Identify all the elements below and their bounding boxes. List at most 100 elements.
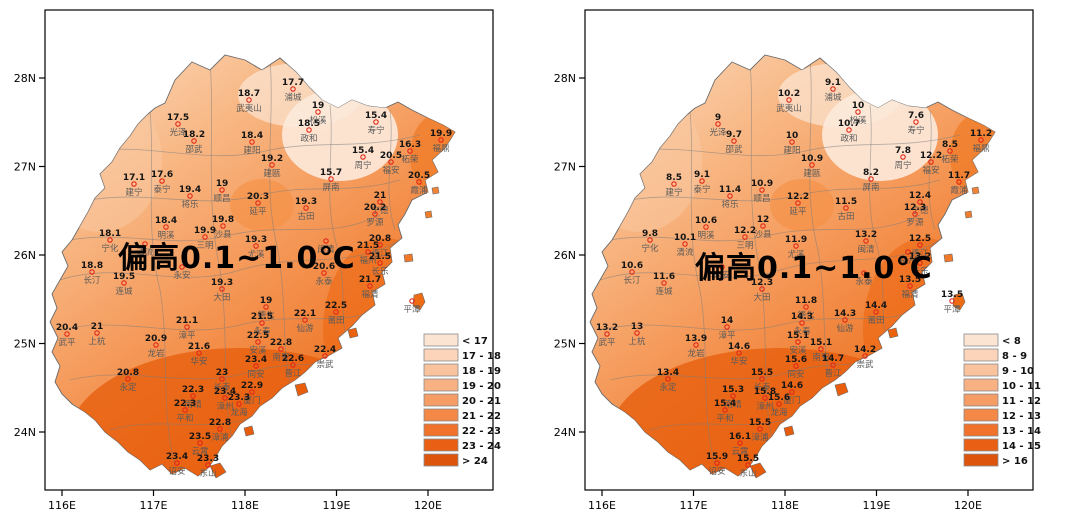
station-name: 厦门 xyxy=(783,395,800,406)
station-name: 建瓯 xyxy=(263,168,281,179)
station-marker-icon xyxy=(722,407,728,413)
station-name: 福鼎 xyxy=(972,143,989,154)
station-marker-icon xyxy=(846,127,852,133)
station-name: 安溪 xyxy=(789,345,807,356)
station-marker-icon xyxy=(665,376,671,382)
station-value: 18.8 xyxy=(81,261,103,271)
station-长泰: 23 长泰 xyxy=(213,368,231,393)
station-name: 莆田 xyxy=(867,315,884,326)
station-name: 漳州 xyxy=(756,401,773,412)
station-value: 8.2 xyxy=(863,168,879,178)
station-value: 21.5 xyxy=(251,312,273,322)
station-value: 18.7 xyxy=(238,89,260,99)
y-tick-label: 26N xyxy=(554,249,576,262)
station-name: 罗源 xyxy=(906,218,924,228)
station-marker-icon xyxy=(416,179,422,185)
station-value: 15.5 xyxy=(737,454,759,464)
station-泰宁: 9.1 泰宁 xyxy=(693,170,710,195)
station-marker-icon xyxy=(793,363,799,369)
station-name: 龙海 xyxy=(770,407,788,418)
station-福州: 福州 xyxy=(899,249,917,266)
station-name: 漳平 xyxy=(178,330,196,341)
station-平潭: 平潭 xyxy=(403,298,421,315)
station-marker-icon xyxy=(182,407,188,413)
station-value: 8.5 xyxy=(666,173,682,183)
station-name: 延平 xyxy=(789,206,807,217)
station-柘荣: 16.3 柘荣 xyxy=(399,140,421,165)
station-name: 连城 xyxy=(115,286,133,297)
station-永泰: 20.6 永泰 xyxy=(313,262,335,287)
station-marker-icon xyxy=(196,350,202,356)
station-marker-icon xyxy=(253,363,259,369)
legend-label: > 24 xyxy=(462,456,488,467)
station-marker-icon xyxy=(730,393,736,399)
station-value: 22.4 xyxy=(314,345,336,355)
station-name: 闽清 xyxy=(857,244,875,255)
station-value: 13.2 xyxy=(855,230,877,240)
station-永定: 13.4 永定 xyxy=(657,368,679,393)
station-武平: 13.2 武平 xyxy=(596,323,618,348)
station-泰宁: 17.6 泰宁 xyxy=(151,170,173,195)
station-marker-icon xyxy=(259,320,265,326)
station-name: 建宁 xyxy=(125,187,142,198)
station-漳州: 23.4 漳州 xyxy=(214,387,236,412)
legend-label: 14 - 15 xyxy=(1002,441,1041,452)
station-value: 20.4 xyxy=(56,323,78,333)
axes-right: 116E 117E 118E 119E 120E 28N 27N 26N 25N 24N xyxy=(554,72,982,512)
station-value: 20.9 xyxy=(145,334,167,344)
station-marker-icon xyxy=(759,286,765,292)
station-value: 13 xyxy=(631,322,644,332)
station-name: 厦门 xyxy=(243,395,260,406)
station-marker-icon xyxy=(302,317,308,323)
legend-swatch xyxy=(963,348,999,362)
plot-frame xyxy=(584,9,1034,491)
station-莆田: 22.5 莆田 xyxy=(325,301,347,326)
station-name: 福安 xyxy=(382,165,399,176)
station-marker-icon xyxy=(187,193,193,199)
station-name: 屏南 xyxy=(322,182,339,193)
station-value: 20.2 xyxy=(364,203,386,213)
station-marker-icon xyxy=(125,376,131,382)
station-marker-icon xyxy=(322,353,328,359)
y-tick-label: 25N xyxy=(14,338,36,351)
y-tick-label: 28N xyxy=(14,72,36,85)
station-尤溪: 11.9 尤溪 xyxy=(785,235,807,260)
station-长泰: 15.5 长泰 xyxy=(751,368,773,393)
station-marker-icon xyxy=(809,162,815,168)
station-value: 19 xyxy=(260,296,273,306)
station-value: 14.4 xyxy=(865,301,887,311)
station-value: 22.3 xyxy=(182,385,204,395)
station-name: 明溪 xyxy=(157,230,175,241)
x-tick-label: 117E xyxy=(140,499,168,512)
x-tick-label: 117E xyxy=(680,499,708,512)
station-value: 10 xyxy=(786,131,799,141)
station-value: 21.5 xyxy=(357,241,379,251)
station-value: 19.9 xyxy=(430,129,452,139)
station-marker-icon xyxy=(153,342,159,348)
station-value: 10.1 xyxy=(674,233,696,243)
station-name: 永春 xyxy=(793,326,811,337)
station-marker-icon xyxy=(803,304,809,310)
station-name: 顺昌 xyxy=(213,194,230,204)
station-光泽: 9 光泽 xyxy=(709,113,727,138)
station-value: 9.8 xyxy=(642,229,658,239)
x-tick-label: 118E xyxy=(771,499,799,512)
station-value: 12.3 xyxy=(904,203,926,213)
station-name: 政和 xyxy=(840,133,857,144)
legend-swatch xyxy=(963,438,999,452)
station-name: 政和 xyxy=(300,133,317,144)
station-name: 南安 xyxy=(272,352,289,363)
station-marker-icon xyxy=(727,193,733,199)
station-name: 长乐 xyxy=(371,266,389,277)
station-name: 长乐 xyxy=(911,266,929,277)
station-晋江: 14.7 晋江 xyxy=(822,354,844,379)
x-tick-label: 119E xyxy=(863,499,891,512)
station-value: 9.1 xyxy=(825,78,841,88)
station-福清: 21.7 福清 xyxy=(359,275,381,300)
station-name: 上杭 xyxy=(628,336,646,347)
station-value: 14.6 xyxy=(781,381,803,391)
x-tick-label: 116E xyxy=(588,499,616,512)
station-东山: 15.5 东山 xyxy=(737,454,759,479)
station-marker-icon xyxy=(949,298,955,304)
